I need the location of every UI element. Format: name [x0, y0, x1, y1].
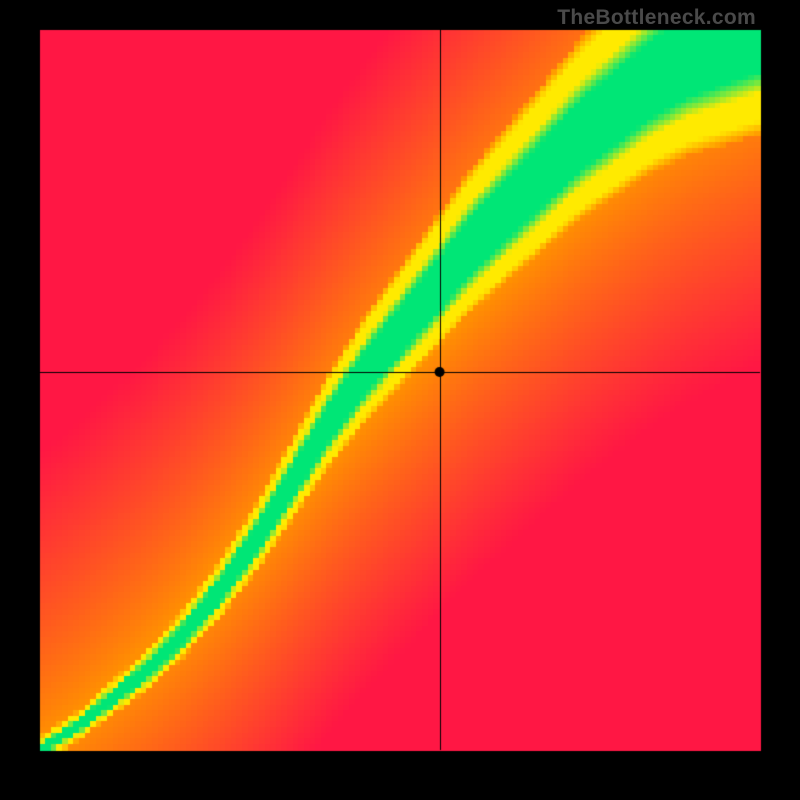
bottleneck-heatmap [0, 0, 800, 800]
watermark-text: TheBottleneck.com [557, 6, 756, 30]
chart-container: TheBottleneck.com [0, 0, 800, 800]
